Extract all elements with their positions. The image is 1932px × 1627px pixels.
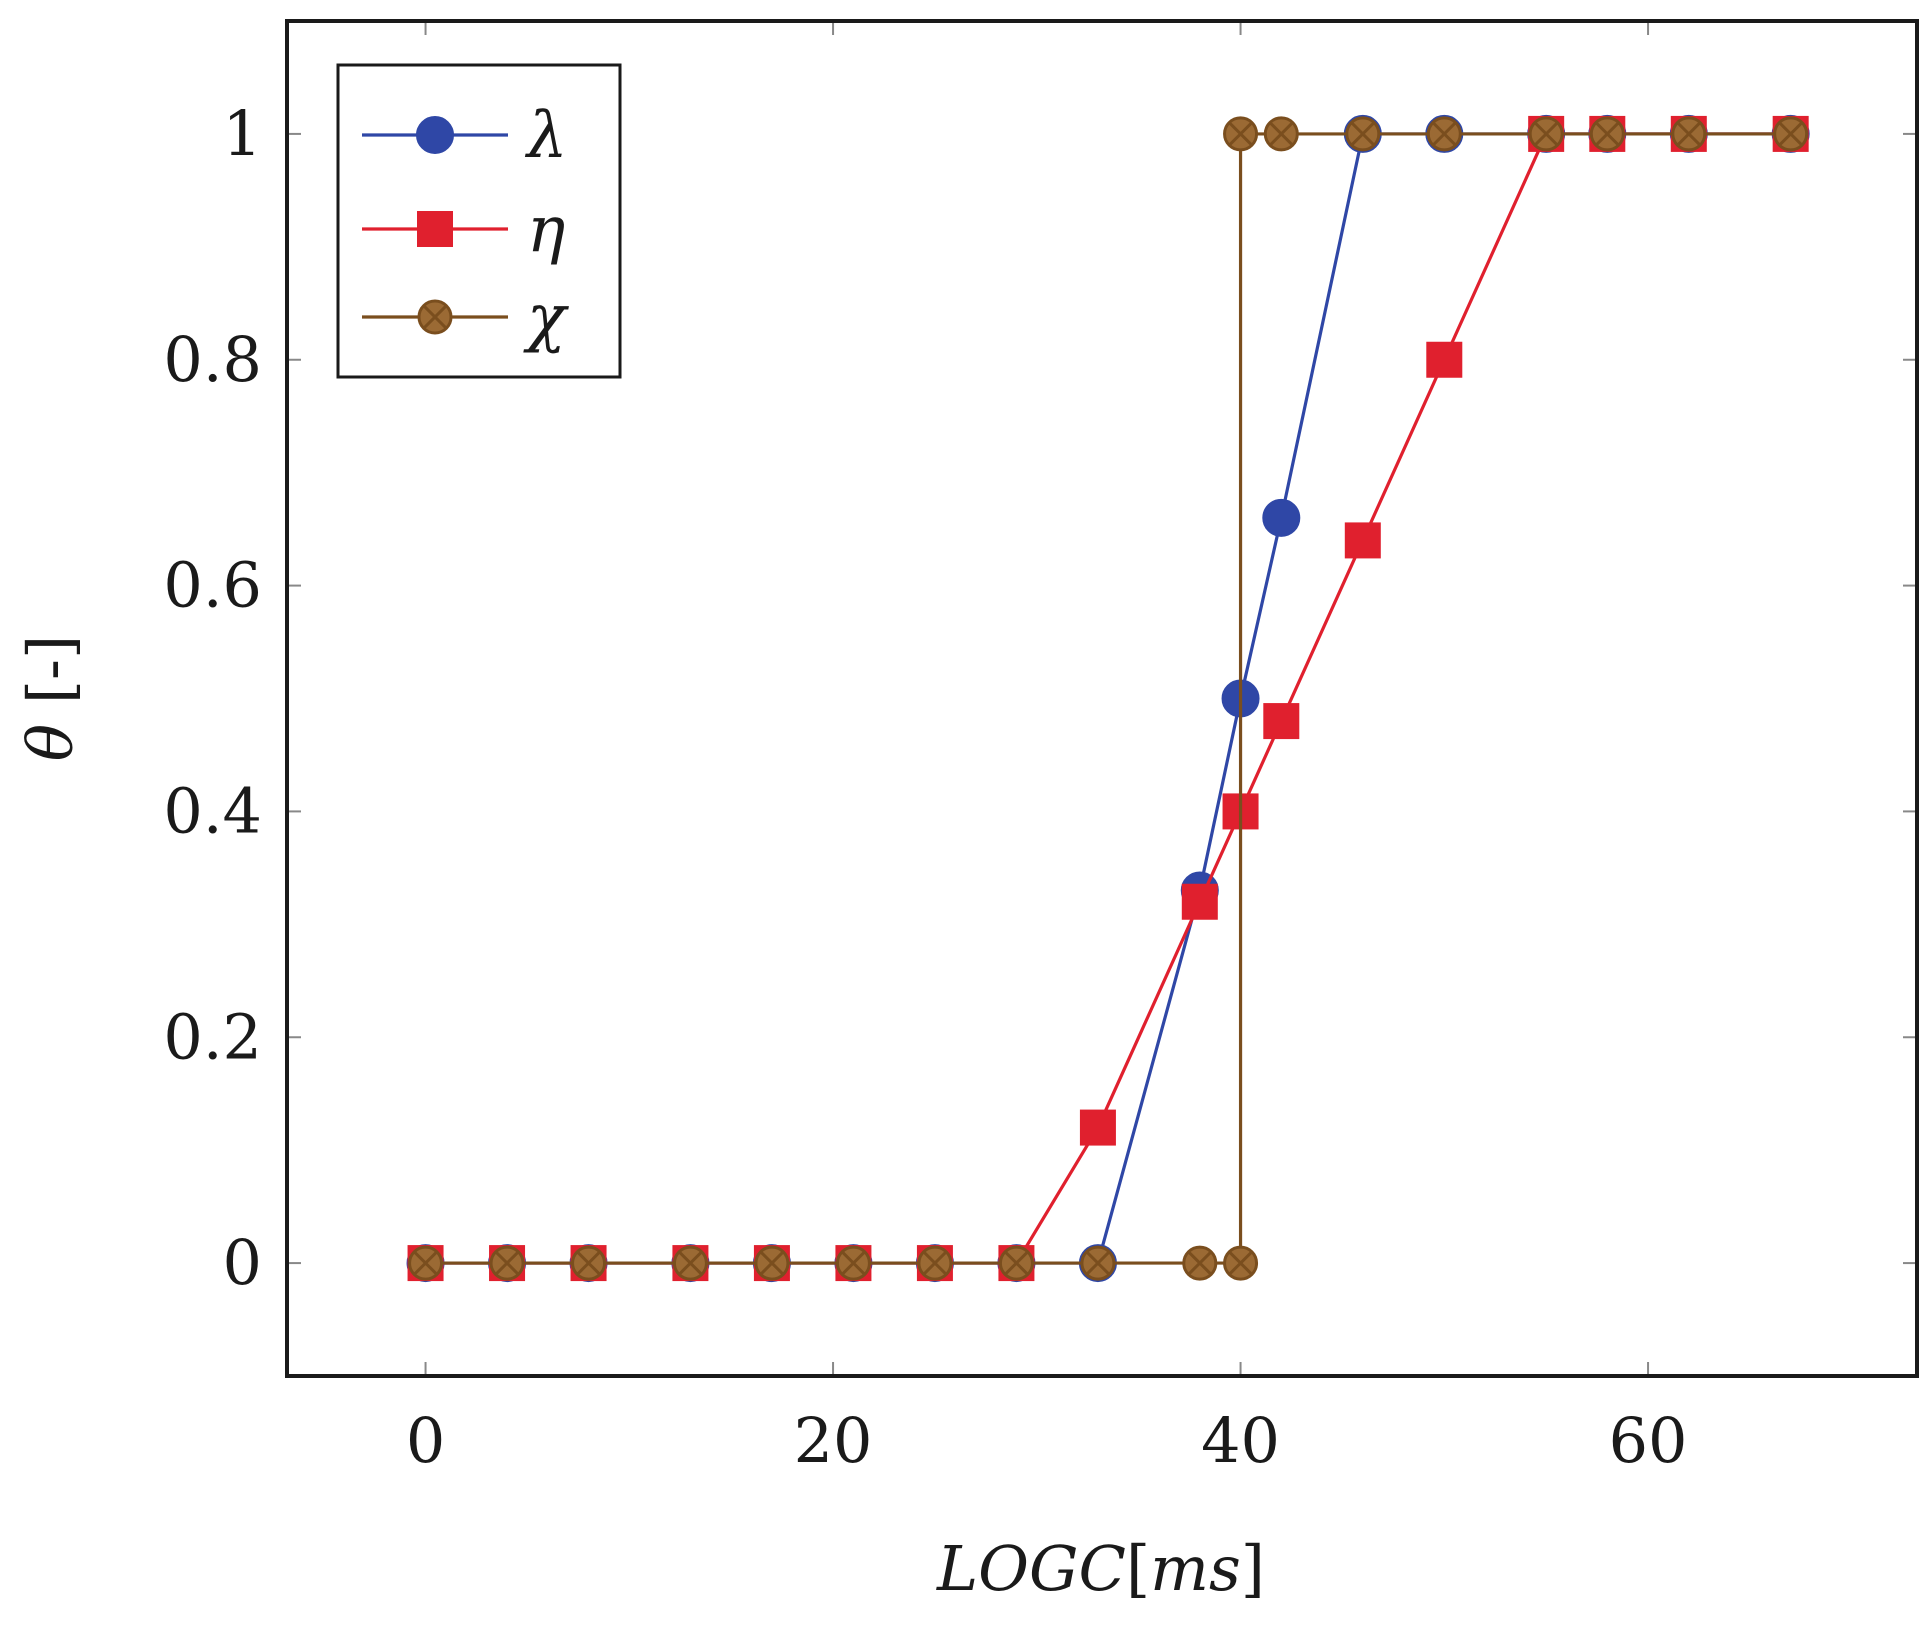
series-chi-point-cross-b	[1228, 121, 1253, 147]
series-chi-point-cross-b	[1085, 1250, 1111, 1276]
legend-label-eta: η	[527, 193, 565, 267]
series-eta-point	[1181, 883, 1218, 920]
x-axis-title-close: ]	[1241, 1532, 1265, 1605]
series-chi-point	[1223, 116, 1259, 152]
y-tick-label: 0	[223, 1226, 262, 1299]
series-chi-point-cross-b	[1533, 121, 1559, 147]
series-chi-point	[1671, 116, 1707, 152]
series-chi-point	[571, 1245, 607, 1281]
series-chi-point-cross-b	[841, 1250, 866, 1276]
series-chi-point	[1773, 116, 1809, 152]
y-axis-title: θ [-]	[14, 635, 87, 761]
series-chi-point	[917, 1245, 953, 1281]
x-axis-title: LOGC[ms]	[936, 1532, 1265, 1605]
series-chi-point-cross-b	[1187, 1250, 1213, 1276]
series-chi-point	[672, 1245, 708, 1281]
legend-entry-lambda: λ	[362, 99, 568, 173]
series-eta-point	[1263, 703, 1300, 740]
y-tick-label: 0.6	[163, 549, 262, 622]
axis-ticks	[287, 21, 1917, 1376]
plot-frame	[285, 19, 1919, 1378]
x-axis-title-var: LOGC	[936, 1532, 1126, 1605]
series-chi-point-cross-b	[1350, 121, 1376, 147]
y-tick-label: 1	[223, 97, 262, 170]
legend-entry-chi: χ	[362, 281, 569, 355]
series-lambda-line	[425, 132, 1791, 1265]
series-chi-point-cross-b	[678, 1250, 703, 1276]
legend-box	[336, 63, 622, 379]
series-chi-line	[425, 132, 1791, 1265]
series-eta-point	[1344, 522, 1381, 559]
series-lambda-point	[1262, 498, 1301, 537]
series-chi-point-cross-b	[1594, 121, 1620, 147]
x-tick-label: 0	[406, 1404, 445, 1477]
series-chi-point-cross-b	[1431, 121, 1457, 147]
x-axis-title-open: [	[1126, 1532, 1150, 1605]
series-chi-point-cross-b	[494, 1250, 520, 1276]
y-tick-label: 0.4	[163, 774, 262, 847]
legend-marker-lambda	[416, 116, 454, 154]
legend-marker-chi-cross-b	[422, 304, 448, 330]
series-chi	[408, 116, 1809, 1281]
y-axis-title-unit: [-]	[14, 635, 87, 724]
series-chi-point	[1223, 1245, 1259, 1281]
y-axis-title-var: θ	[14, 724, 87, 761]
series-chi-point-cross-b	[1004, 1250, 1029, 1276]
legend-label-chi: χ	[523, 281, 569, 355]
legend-marker-eta	[417, 211, 453, 247]
legend: ληχ	[336, 63, 622, 379]
y-tick-label: 0.8	[163, 323, 262, 396]
series-chi-point-cross-b	[1228, 1250, 1253, 1276]
series-chi-point-cross-b	[922, 1250, 948, 1276]
series-chi-point	[754, 1245, 790, 1281]
series-chi-point	[489, 1245, 525, 1281]
series-chi-point	[1182, 1245, 1218, 1281]
x-axis-title-unit: ms	[1150, 1532, 1241, 1605]
series-chi-point-cross-b	[576, 1250, 601, 1276]
x-tick-label: 20	[794, 1404, 873, 1477]
legend-marker-chi	[417, 299, 453, 335]
series-chi-point	[1528, 116, 1564, 152]
series-chi-point-cross-b	[759, 1250, 785, 1276]
series-chi-point	[1589, 116, 1625, 152]
legend-entry-eta: η	[362, 193, 565, 267]
series-chi-point	[835, 1245, 871, 1281]
series-chi-point-cross-b	[413, 1250, 438, 1276]
series-chi-point	[1426, 116, 1462, 152]
series-chi-point	[1345, 116, 1381, 152]
series-chi-point	[408, 1245, 444, 1281]
series-chi-point-cross-b	[1778, 121, 1804, 147]
x-tick-label: 60	[1609, 1404, 1688, 1477]
legend-label-lambda: λ	[524, 99, 568, 173]
series-chi-point-cross-b	[1268, 121, 1294, 147]
y-tick-label: 0.2	[163, 1000, 262, 1073]
series-chi-point	[998, 1245, 1034, 1281]
series-chi-point-cross-b	[1676, 121, 1702, 147]
series-chi-point	[1263, 116, 1299, 152]
series-eta-point	[1079, 1109, 1116, 1146]
series-eta-point	[1426, 341, 1463, 378]
x-tick-label: 40	[1201, 1404, 1280, 1477]
series-chi-point	[1080, 1245, 1116, 1281]
legend-entries: ληχ	[362, 99, 569, 355]
series-layer	[406, 114, 1810, 1283]
series-eta-line	[425, 132, 1791, 1265]
tick-labels: 0 20 40 60 0 0.2 0.4 0.6 0.8 1	[163, 97, 1687, 1477]
